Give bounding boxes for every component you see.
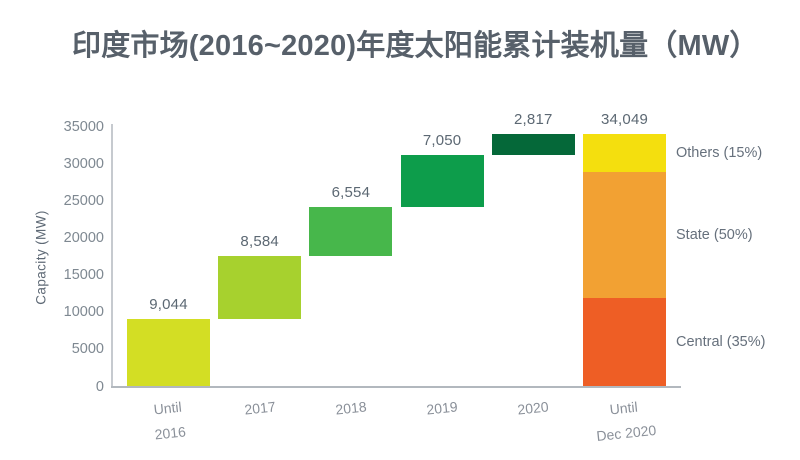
x-axis-label-2019: 2019 <box>425 398 459 418</box>
y-tick-label: 30000 <box>63 156 104 173</box>
y-tick-label: 35000 <box>63 119 104 135</box>
y-tick-label: 10000 <box>63 304 104 321</box>
y-tick-label: 15000 <box>63 267 104 284</box>
x-axis-label-2018: 2018 <box>334 398 368 418</box>
y-tick-label: 0 <box>95 378 104 395</box>
legend-label-state-50-: State (50%) <box>676 227 753 244</box>
waterfall-bar-2018 <box>309 207 393 256</box>
segment-state-50- <box>583 171 666 299</box>
waterfall-bar-2019 <box>400 154 484 208</box>
y-tick-label: 25000 <box>63 193 104 210</box>
x-axis-label-until-dec-2020: Until Dec 2020 <box>595 398 657 445</box>
waterfall-bar-2020 <box>491 134 575 155</box>
legend-label-central-35-: Central (35%) <box>676 334 766 351</box>
x-axis-line <box>111 386 681 388</box>
bar-value-label-2017: 8,584 <box>240 232 279 250</box>
y-tick-label: 20000 <box>63 230 104 247</box>
waterfall-bar-2017 <box>218 255 302 320</box>
stacked-bar-until-dec-2020 <box>583 134 666 387</box>
page-title: 印度市场(2016~2020)年度太阳能累计装机量（MW） <box>72 30 759 62</box>
waterfall-bar-until-2016 <box>127 319 210 387</box>
legend-label-others-15-: Others (15%) <box>676 144 763 161</box>
bar-value-label-until-dec-2020: 34,049 <box>600 111 649 129</box>
bar-value-label-2019: 7,050 <box>422 131 462 149</box>
segment-central-35- <box>583 298 666 387</box>
segment-others-15- <box>583 134 666 172</box>
y-tick-label: 5000 <box>71 341 104 358</box>
x-axis-label-2017: 2017 <box>243 398 276 418</box>
bar-value-label-until-2016: 9,044 <box>149 296 188 314</box>
y-axis-line <box>111 124 113 388</box>
x-axis-label-2020: 2020 <box>516 398 550 418</box>
bar-value-label-2020: 2,817 <box>514 111 553 129</box>
x-axis-label-until-2016: Until 2016 <box>152 398 187 443</box>
bar-value-label-2018: 6,554 <box>331 184 371 202</box>
